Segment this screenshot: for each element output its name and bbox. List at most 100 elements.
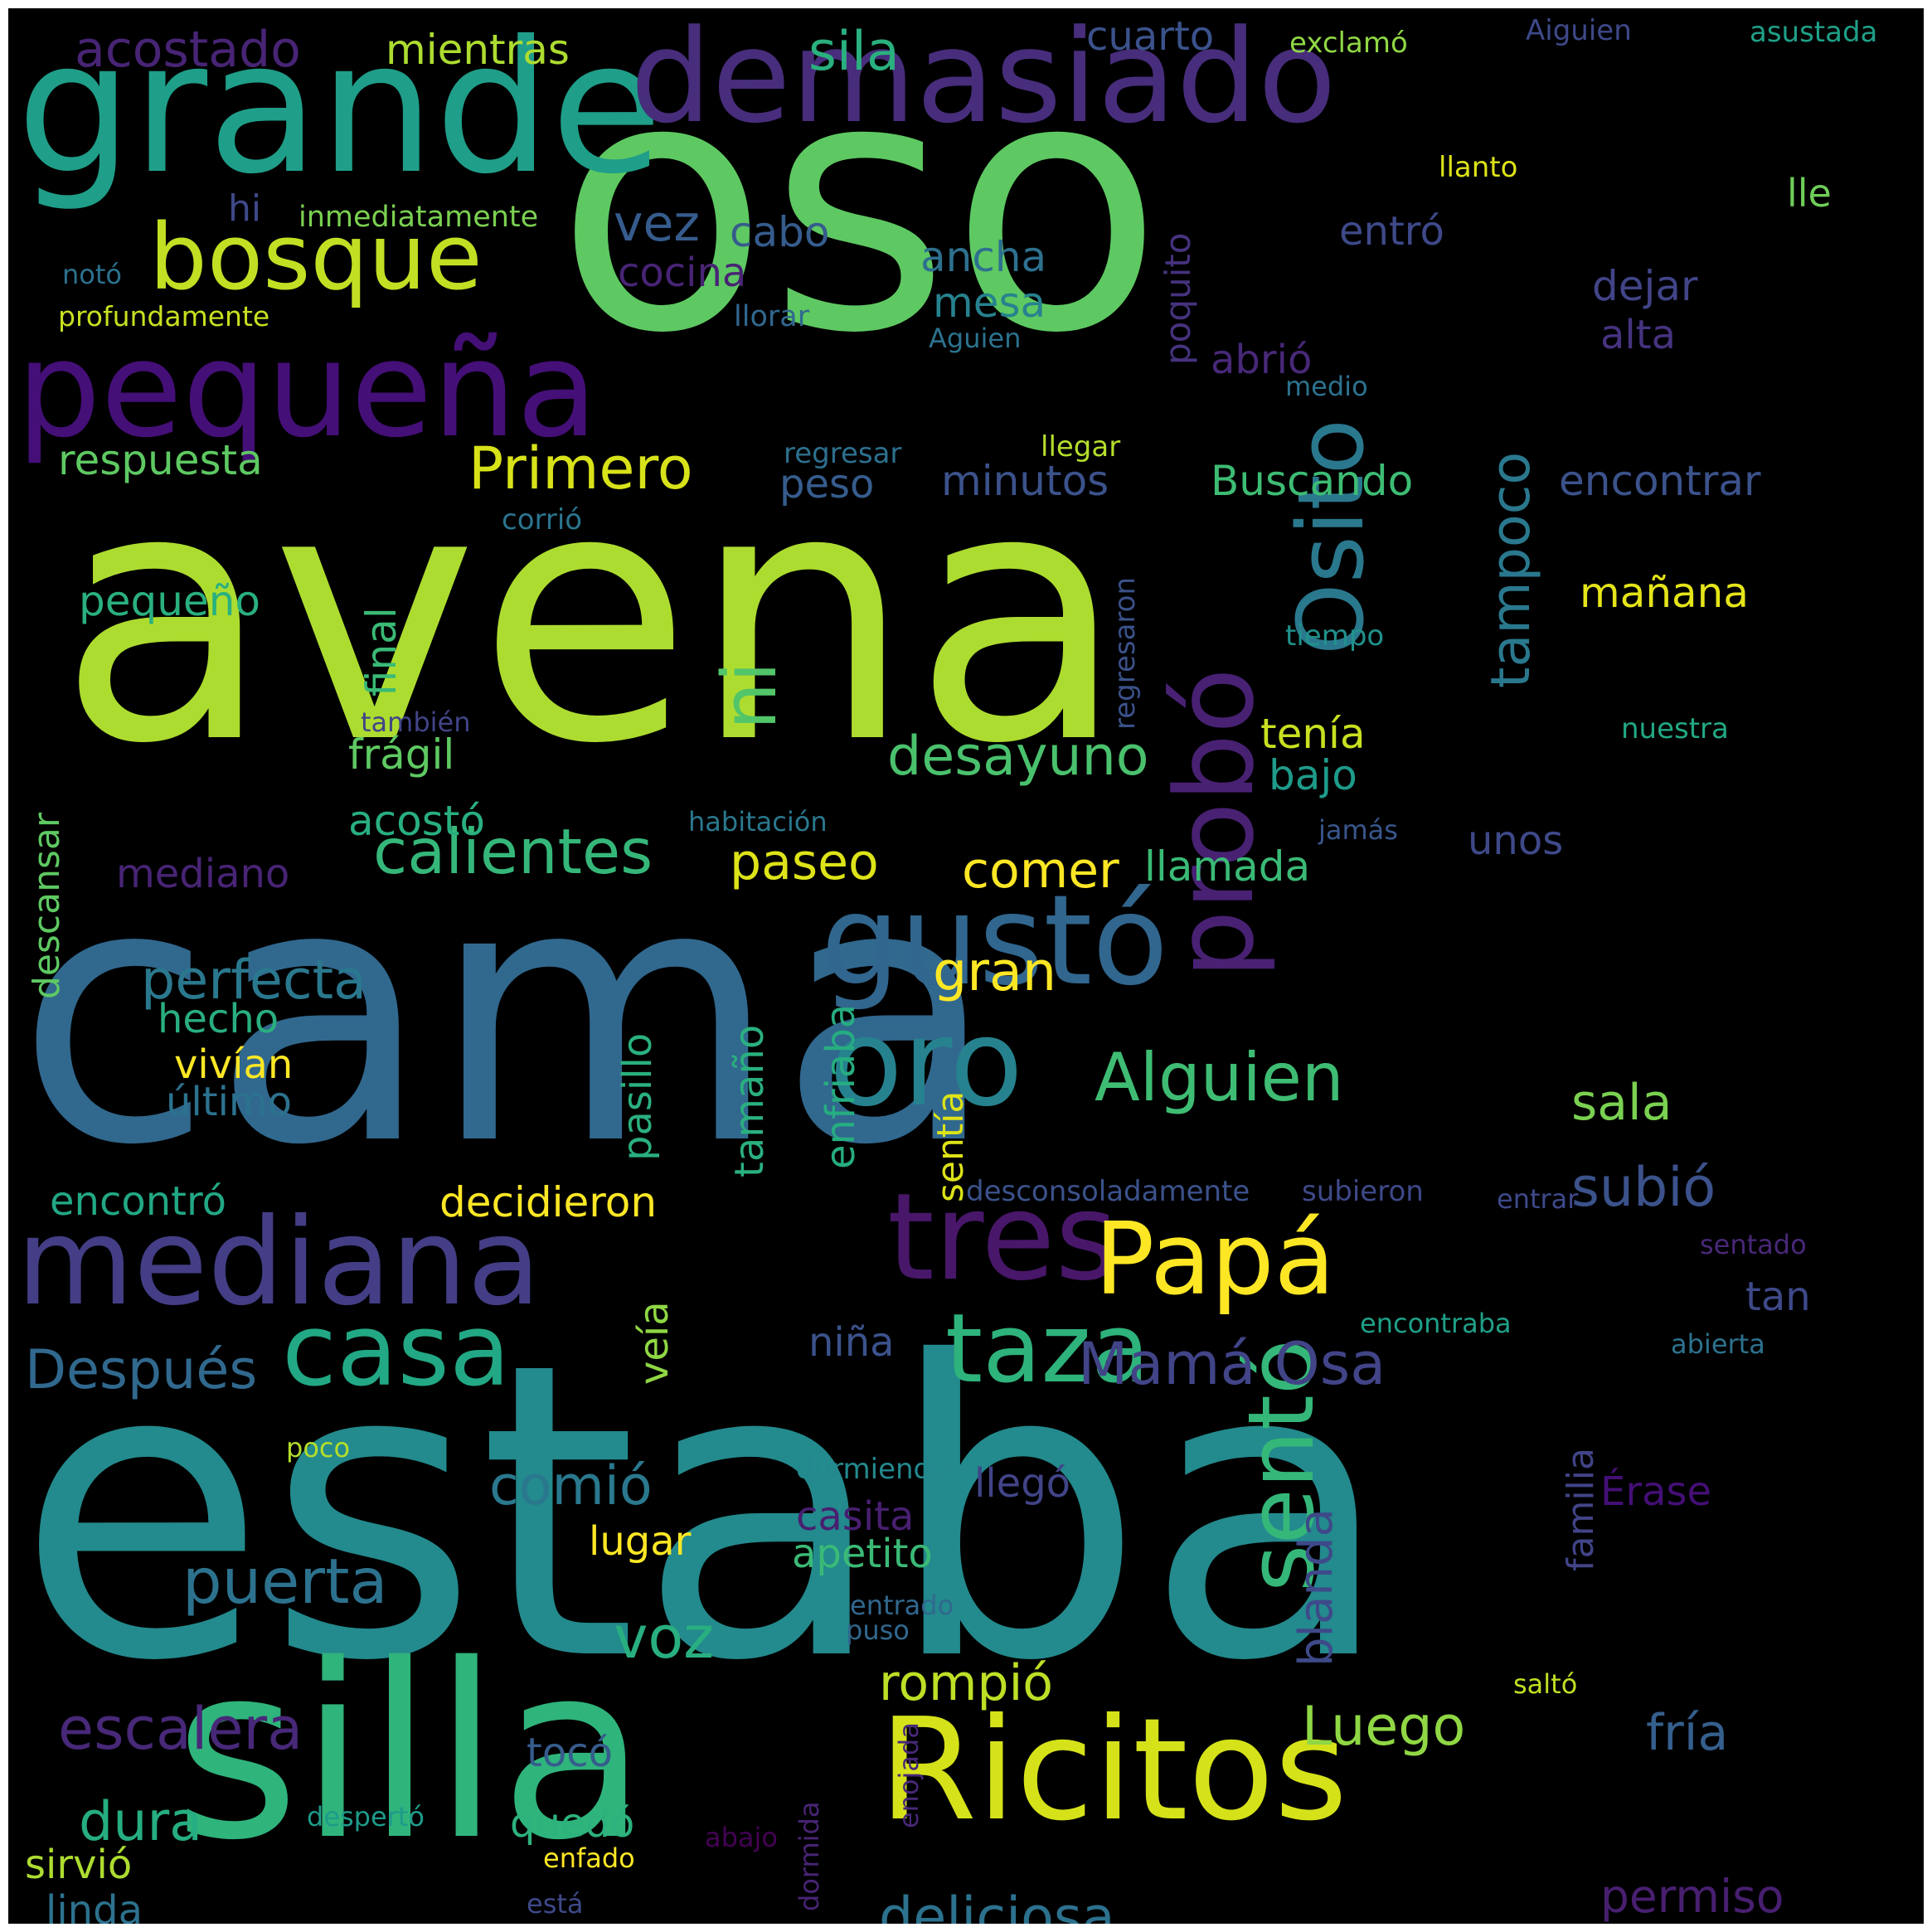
cloud-word: cuarto xyxy=(1086,13,1215,60)
cloud-word: ni xyxy=(706,661,794,730)
cloud-word: Érase xyxy=(1600,1468,1712,1515)
cloud-word: perfecta xyxy=(141,949,366,1012)
cloud-word: abrió xyxy=(1211,337,1313,383)
cloud-word: minutos xyxy=(941,457,1109,505)
cloud-word: subió xyxy=(1571,1157,1716,1219)
cloud-word: oso xyxy=(556,8,1163,410)
cloud-word: enfado xyxy=(543,1842,635,1874)
cloud-word: hi xyxy=(228,187,262,230)
cloud-word: entró xyxy=(1339,208,1444,255)
cloud-word: inmediatamente xyxy=(299,201,539,234)
cloud-word: desconsoladamente xyxy=(966,1175,1250,1208)
cloud-word: ancha xyxy=(920,233,1047,281)
cloud-word: bajo xyxy=(1269,751,1357,799)
cloud-word: jamás xyxy=(1318,814,1398,846)
cloud-word: acostó xyxy=(348,797,485,845)
cloud-word: mediano xyxy=(116,851,290,897)
cloud-word: unos xyxy=(1468,818,1564,864)
cloud-word: último xyxy=(166,1079,293,1125)
cloud-word: también xyxy=(361,706,471,738)
cloud-word: blanda xyxy=(1289,1508,1343,1667)
cloud-word: hecho xyxy=(158,996,279,1042)
cloud-word: Alguien xyxy=(1095,1039,1344,1116)
cloud-word: pasillo xyxy=(614,1032,661,1161)
cloud-word: poco xyxy=(286,1432,351,1464)
cloud-word: probó xyxy=(1152,667,1278,978)
cloud-word: cama xyxy=(17,808,998,1223)
cloud-word: tamaño xyxy=(726,1024,773,1177)
cloud-word: puerta xyxy=(182,1545,388,1618)
cloud-word: regresaron xyxy=(1109,576,1142,730)
cloud-word: regresar xyxy=(784,437,902,470)
cloud-word: vivían xyxy=(174,1041,294,1088)
cloud-word: demasiado xyxy=(630,8,1337,152)
cloud-word: lle xyxy=(1787,171,1832,216)
cloud-word: sila xyxy=(808,21,900,83)
cloud-word: entrado xyxy=(850,1590,954,1621)
cloud-word: corrió xyxy=(502,503,583,536)
cloud-word: estaba xyxy=(17,1276,1394,1750)
cloud-word: descansar xyxy=(26,813,68,999)
cloud-word: tenía xyxy=(1260,710,1366,758)
cloud-word: casita xyxy=(796,1493,915,1540)
cloud-word: comer xyxy=(962,842,1119,900)
cloud-word: enojada xyxy=(893,1722,925,1828)
cloud-word: peso xyxy=(779,461,875,507)
cloud-word: Primero xyxy=(468,434,693,502)
cloud-word: oro xyxy=(829,993,1023,1133)
cloud-word: respuesta xyxy=(58,436,263,484)
cloud-word: casa xyxy=(282,1294,511,1409)
cloud-word: pequeña xyxy=(17,312,598,467)
cloud-word: quedó xyxy=(510,1800,635,1847)
cloud-word: llorar xyxy=(734,300,810,333)
cloud-word: notó xyxy=(62,259,122,290)
cloud-word: frágil xyxy=(348,731,455,779)
cloud-word: vez xyxy=(614,195,700,253)
cloud-word: mañana xyxy=(1580,569,1750,617)
cloud-word: Después xyxy=(25,1339,258,1401)
cloud-word: gran xyxy=(933,941,1057,1003)
cloud-word: tres xyxy=(887,1167,1119,1308)
cloud-word: familia xyxy=(1560,1448,1602,1571)
cloud-word: profundamente xyxy=(58,300,270,333)
cloud-word: Buscando xyxy=(1211,457,1414,505)
cloud-word: subieron xyxy=(1302,1175,1424,1208)
cloud-word: Aguien xyxy=(929,323,1022,354)
cloud-word: está xyxy=(527,1888,584,1920)
cloud-word: deliciosa xyxy=(879,1886,1115,1924)
cloud-word: despertó xyxy=(307,1801,425,1832)
cloud-word: saltó xyxy=(1513,1668,1578,1700)
cloud-word: exclamó xyxy=(1289,27,1408,60)
cloud-word: llegó xyxy=(974,1460,1071,1507)
cloud-word: tocó xyxy=(527,1730,613,1776)
cloud-word: comió xyxy=(489,1455,653,1517)
cloud-word: mesa xyxy=(933,279,1046,327)
cloud-word: llegar xyxy=(1041,430,1121,464)
cloud-word: abajo xyxy=(705,1822,778,1853)
cloud-word: decidieron xyxy=(439,1178,658,1226)
cloud-word: apetito xyxy=(792,1531,933,1577)
cloud-word: encontrar xyxy=(1559,457,1761,505)
cloud-word: desayuno xyxy=(887,726,1149,788)
cloud-word: acostado xyxy=(75,21,301,79)
cloud-word: mediana xyxy=(17,1192,541,1332)
cloud-word: dura xyxy=(79,1791,203,1853)
cloud-word: pequeño xyxy=(79,577,260,625)
cloud-word: lugar xyxy=(589,1518,692,1565)
cloud-word: medio xyxy=(1285,371,1368,402)
cloud-word: sirvió xyxy=(25,1842,133,1888)
cloud-word: escalera xyxy=(58,1695,303,1763)
cloud-word: durmiendo xyxy=(796,1453,949,1486)
cloud-word: sentado xyxy=(1700,1229,1807,1260)
cloud-word: dejar xyxy=(1592,262,1698,310)
cloud-word: Aiguien xyxy=(1526,14,1632,47)
cloud-word: bosque xyxy=(149,204,483,310)
word-cloud: avena cama estaba oso silla grande pequeña dema… xyxy=(8,8,1924,1924)
cloud-word: puso xyxy=(846,1614,910,1646)
cloud-word: final xyxy=(357,607,405,697)
cloud-word: silla xyxy=(174,1614,648,1893)
cloud-word: tampoco xyxy=(1480,451,1542,688)
cloud-word: permiso xyxy=(1600,1870,1784,1923)
cloud-word: Papá xyxy=(1095,1202,1336,1318)
cloud-word: linda xyxy=(46,1887,143,1924)
